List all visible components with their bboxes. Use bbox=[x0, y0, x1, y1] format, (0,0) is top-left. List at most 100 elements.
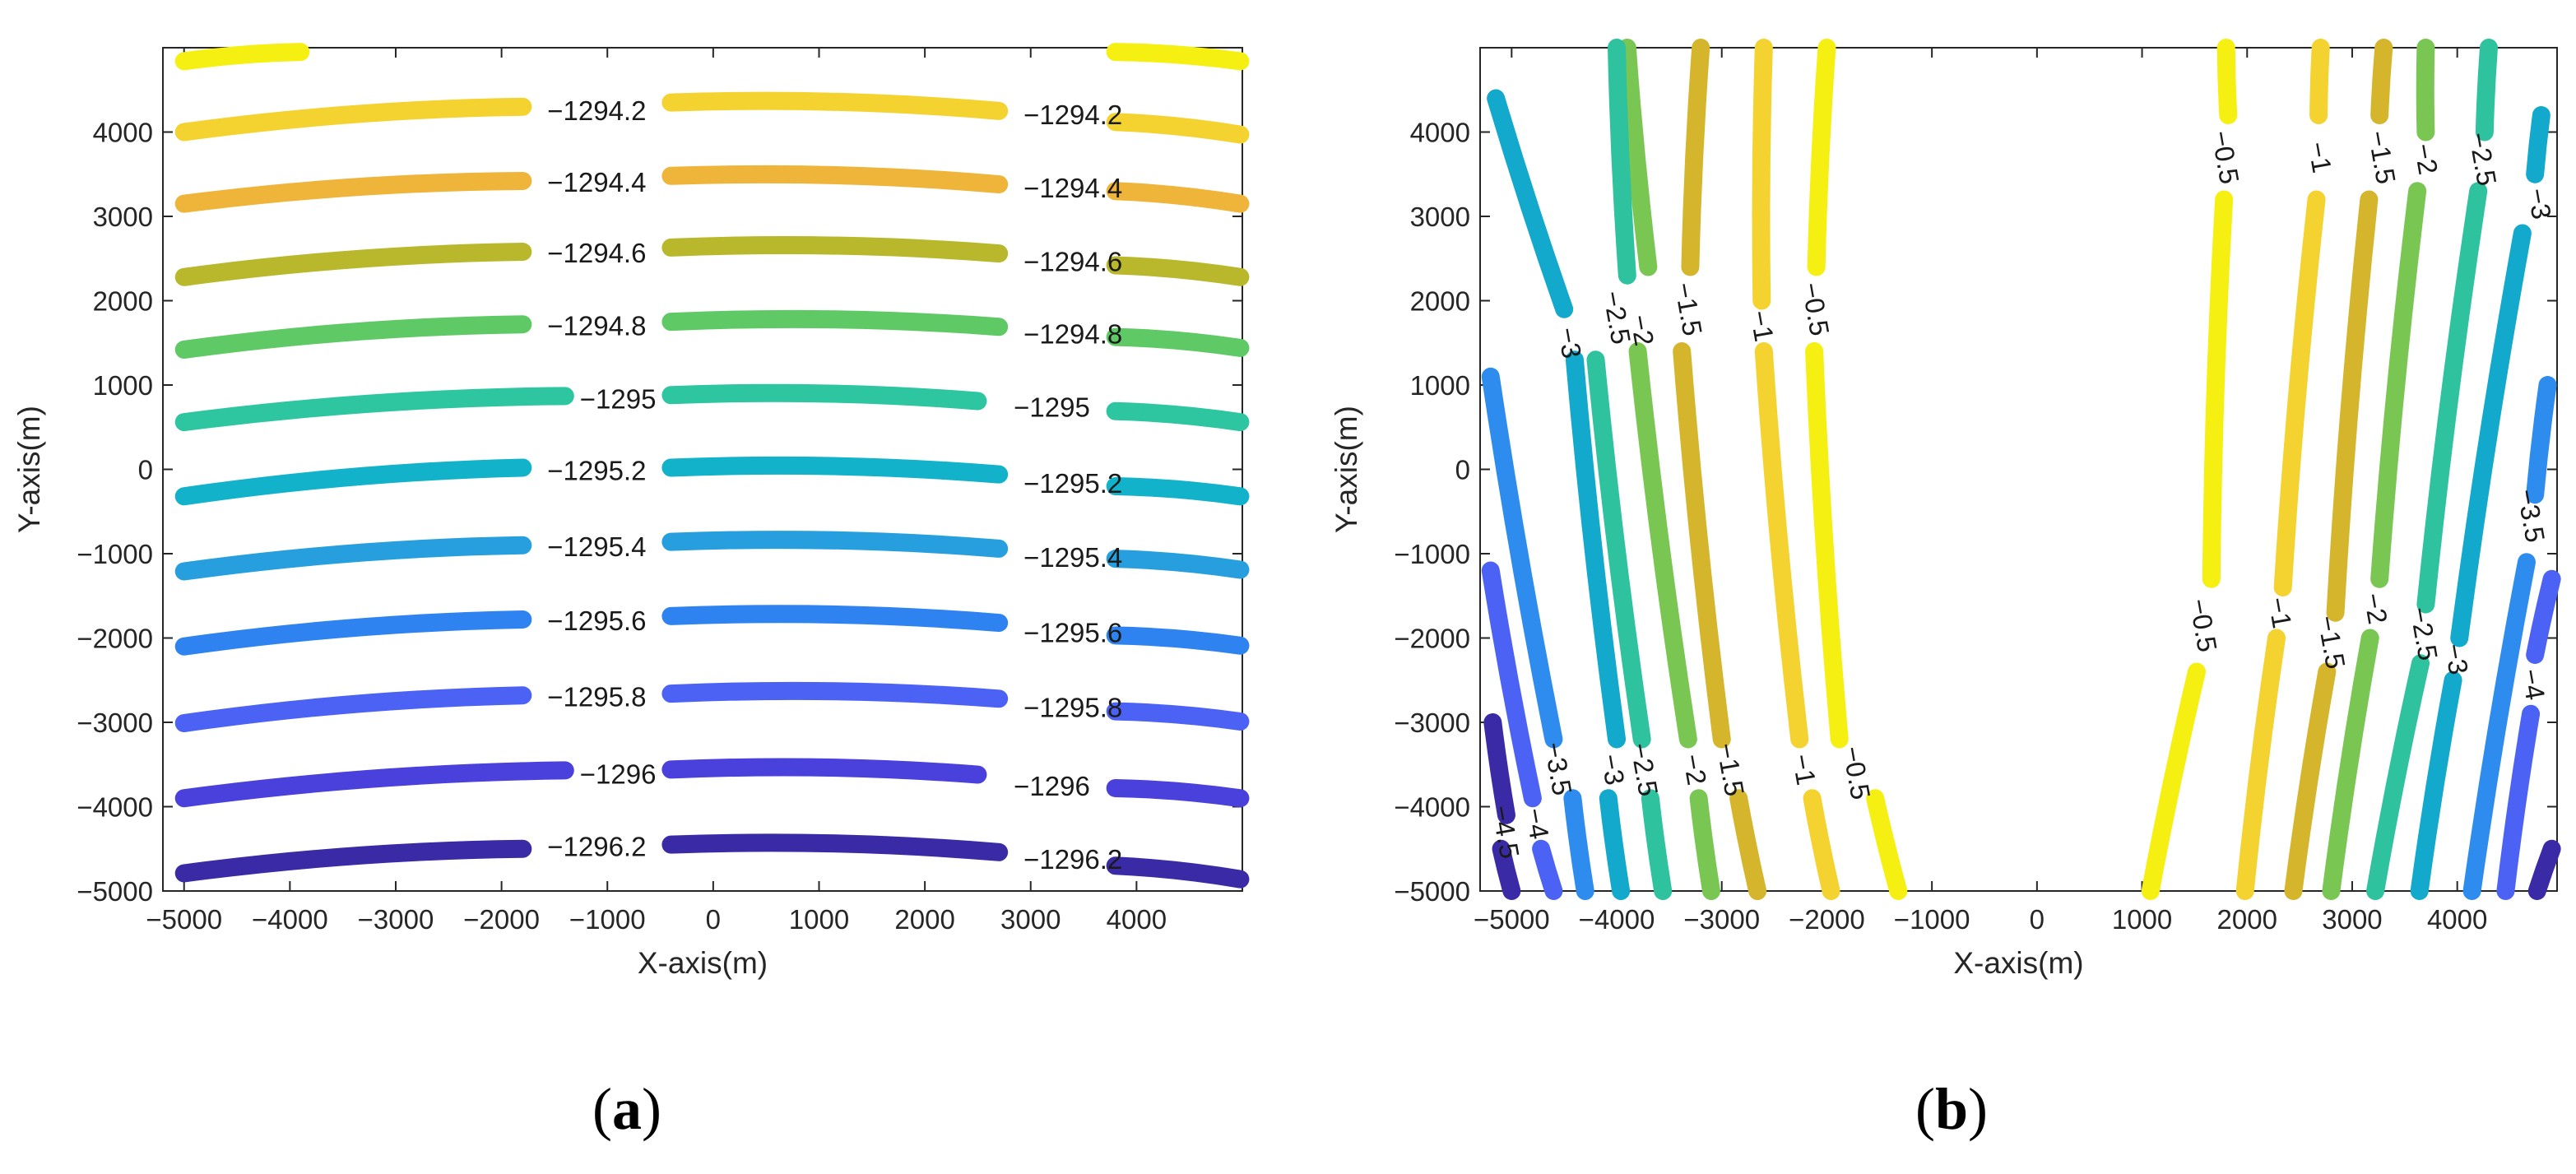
x-tick-label: 2000 bbox=[894, 904, 954, 935]
contour-label: −1294.2 bbox=[547, 95, 646, 126]
contour-line bbox=[1106, 477, 1250, 506]
contour-line bbox=[2326, 190, 2379, 622]
panel-a-label: (a) bbox=[592, 1076, 661, 1142]
contour-line bbox=[1106, 43, 1250, 71]
y-tick-label: −3000 bbox=[77, 708, 153, 738]
contour-label: −1294.6 bbox=[547, 238, 646, 268]
contour-line bbox=[2309, 39, 2330, 124]
contour-line bbox=[1483, 713, 1515, 824]
y-tick-label: −3000 bbox=[1394, 708, 1470, 738]
contour-line bbox=[2416, 182, 2488, 614]
x-tick-label: 4000 bbox=[1107, 904, 1167, 935]
contour-label: −0.5 bbox=[1796, 280, 1836, 338]
contour-line bbox=[1481, 561, 1542, 808]
x-tick-label: −3000 bbox=[1683, 904, 1760, 935]
contour-label: −1.5 bbox=[1669, 280, 1708, 338]
contour-line bbox=[2527, 839, 2561, 900]
y-axis-title: Y-axis(m) bbox=[12, 406, 46, 533]
contour-line bbox=[1681, 39, 1710, 276]
x-tick-label: 0 bbox=[706, 904, 721, 935]
contour-label: −1295.6 bbox=[547, 606, 646, 636]
contour-line bbox=[661, 309, 1009, 336]
contour-line bbox=[661, 531, 1009, 558]
contour-line bbox=[661, 833, 1009, 861]
x-tick-label: −3000 bbox=[358, 904, 434, 935]
y-tick-label: 3000 bbox=[93, 202, 153, 232]
y-tick-label: −2000 bbox=[77, 624, 153, 654]
contour-line bbox=[2370, 39, 2393, 124]
y-tick-label: 4000 bbox=[93, 118, 153, 148]
contour-label: −1295 bbox=[580, 383, 657, 414]
contour-label: −3 bbox=[2439, 641, 2474, 676]
contour-label: −1294.8 bbox=[1023, 319, 1122, 350]
x-axis-title: X-axis(m) bbox=[1953, 946, 2083, 980]
y-tick-label: −1000 bbox=[77, 539, 153, 569]
contour-line bbox=[1106, 856, 1250, 889]
x-tick-label: −4000 bbox=[252, 904, 328, 935]
contour-line bbox=[1481, 367, 1563, 749]
contour-label: −1 bbox=[1744, 308, 1780, 343]
contour-line bbox=[2450, 224, 2532, 647]
contour-label: −3 bbox=[1553, 325, 1588, 360]
contour-line bbox=[1106, 401, 1250, 432]
x-tick-label: −1000 bbox=[569, 904, 646, 935]
contour-label: −4 bbox=[2516, 666, 2551, 702]
x-axis-title: X-axis(m) bbox=[638, 946, 768, 980]
contour-line bbox=[1492, 839, 1521, 900]
contour-line bbox=[2216, 39, 2238, 124]
x-tick-label: 1000 bbox=[789, 904, 849, 935]
y-tick-label: −4000 bbox=[77, 792, 153, 823]
contour-line bbox=[1618, 39, 1658, 276]
contour-line bbox=[2141, 662, 2206, 900]
y-tick-label: 2000 bbox=[93, 286, 153, 317]
y-tick-label: 1000 bbox=[1410, 370, 1470, 401]
contour-label: −2.5 bbox=[2463, 130, 2503, 188]
contour-line bbox=[174, 761, 574, 808]
contour-label: −0.5 bbox=[2206, 128, 2245, 187]
panel-b-chart: −5000 −4000 −3000 −2000 −1000 0 1000 2000 3000 40… bbox=[1330, 39, 2561, 980]
contour-label: −1294.2 bbox=[1023, 100, 1122, 130]
y-tick-label: 1000 bbox=[93, 370, 153, 401]
contour-line bbox=[174, 243, 532, 286]
contour-line bbox=[1106, 256, 1250, 286]
contour-line bbox=[174, 315, 532, 359]
x-tick-label: −4000 bbox=[1579, 904, 1655, 935]
contour-line bbox=[661, 91, 1009, 120]
contour-line bbox=[1487, 89, 1574, 318]
contour-label: −2.5 bbox=[1625, 740, 1664, 799]
contour-label: −4.5 bbox=[1486, 803, 1525, 861]
contour-line bbox=[2526, 569, 2561, 664]
contour-line bbox=[2284, 662, 2337, 900]
contour-line bbox=[2410, 671, 2462, 900]
contour-line bbox=[1106, 327, 1250, 357]
contour-line bbox=[2475, 39, 2498, 142]
contour-label: −1296 bbox=[1014, 771, 1090, 801]
contour-label: −1296 bbox=[580, 759, 657, 790]
x-tick-label: 0 bbox=[2030, 904, 2045, 935]
contour-line bbox=[2526, 106, 2550, 183]
contour-line bbox=[174, 839, 532, 883]
contour-line bbox=[174, 387, 574, 432]
contour-line bbox=[1565, 350, 1627, 749]
contour-label: −1.5 bbox=[2362, 128, 2402, 187]
contour-label: −2 bbox=[1625, 313, 1660, 348]
contour-label: −1.5 bbox=[1711, 740, 1751, 799]
x-tick-label: −5000 bbox=[146, 904, 222, 935]
contour-label: −0.5 bbox=[1837, 744, 1877, 802]
contour-line bbox=[174, 610, 532, 656]
contour-line bbox=[1641, 789, 1673, 900]
contour-line bbox=[1106, 626, 1250, 655]
contour-line bbox=[174, 43, 310, 71]
contour-label: −1295.6 bbox=[1023, 617, 1122, 647]
x-tick-label: −2000 bbox=[463, 904, 540, 935]
contour-label: −1294.4 bbox=[1023, 173, 1122, 203]
contour-line bbox=[1586, 350, 1651, 749]
contour-line bbox=[1866, 789, 1908, 900]
contour-label: −1295.8 bbox=[547, 681, 646, 712]
contour-line bbox=[2370, 182, 2427, 588]
x-tick-label: −5000 bbox=[1474, 904, 1550, 935]
y-tick-label: 4000 bbox=[1410, 118, 1470, 148]
contour-line bbox=[2416, 39, 2435, 142]
panel-b-label: (b) bbox=[1915, 1076, 1988, 1142]
panel-a-chart: −5000 −4000 −3000 −2000 −1000 0 1000 2000 3000 40… bbox=[12, 43, 1250, 980]
